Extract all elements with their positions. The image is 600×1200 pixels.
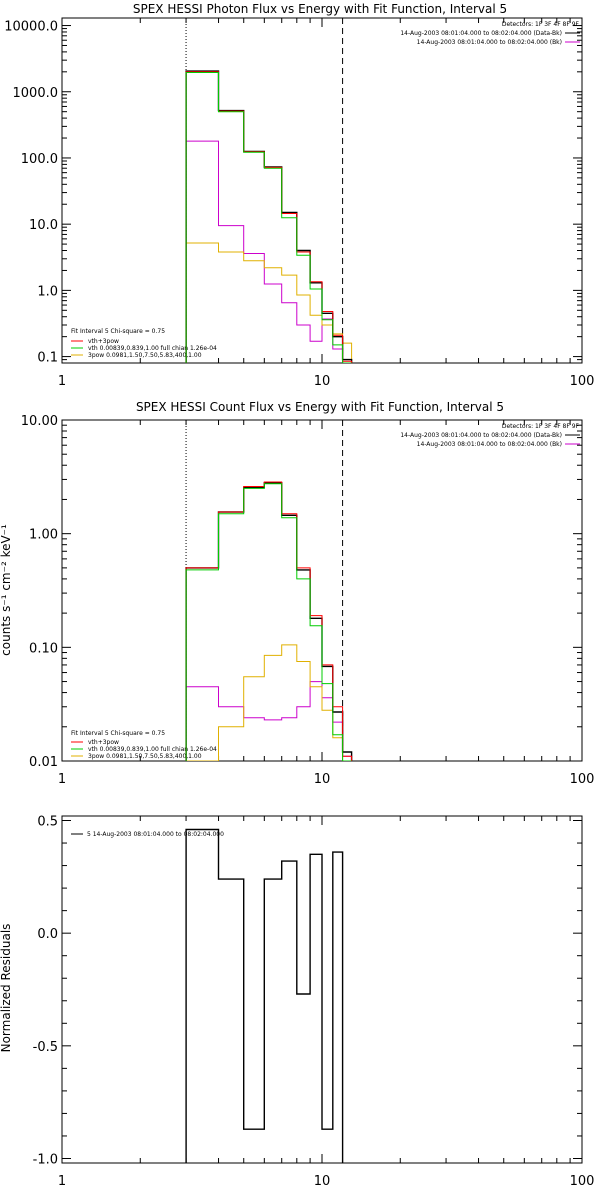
photon-flux-y-tick-label: 10000.0 — [4, 20, 58, 35]
photon-flux-x-tick-label: 100 — [570, 374, 595, 389]
count-flux-time-bk: 14-Aug-2003 08:01:04.000 to 08:02:04.000… — [417, 441, 562, 448]
residuals-legend-label: 5 14-Aug-2003 08:01:04.000 to 08:02:04.0… — [87, 831, 224, 838]
count-flux-legend-header: Fit Interval 5 Chi-square = 0.75 — [71, 730, 165, 737]
count-flux-x-tick-label: 10 — [314, 772, 331, 787]
count-flux-series-background-spectrum — [185, 681, 353, 761]
photon-flux-time-data: 14-Aug-2003 08:01:04.000 to 08:02:04.000… — [400, 30, 562, 37]
photon-flux-time-bk: 14-Aug-2003 08:01:04.000 to 08:02:04.000… — [417, 39, 562, 46]
residuals-y-tick-label: 0.0 — [37, 927, 58, 942]
count-flux-y-tick-label: 10.00 — [21, 414, 58, 429]
count-flux-series-thermal — [185, 483, 352, 761]
residuals-ylabel: Normalized Residuals — [0, 924, 13, 1053]
count-flux-ylabel: counts s⁻¹ cm⁻² keV⁻¹ — [0, 524, 13, 656]
photon-flux-detectors: Detectors: 1F 3F 4F 8F 9F — [502, 21, 580, 28]
count-flux-time-data: 14-Aug-2003 08:01:04.000 to 08:02:04.000… — [400, 432, 562, 439]
count-flux-legend-thermal: vth 0.00839,0.839,1.00 full chian 1.26e-… — [88, 746, 217, 753]
residuals-y-tick-label: -0.5 — [33, 1040, 58, 1055]
photon-flux-panel: SPEX HESSI Photon Flux vs Energy with Fi… — [4, 2, 594, 389]
count-flux-legend-powerlaw: 3pow 0.0981,1.50,7.50,5.83,400,1.00 — [88, 753, 202, 760]
photon-flux-legend-thermal: vth 0.00839,0.839,1.00 full chian 1.26e-… — [88, 345, 217, 352]
residuals-x-tick-label: 1 — [58, 1174, 66, 1189]
count-flux-y-tick-label: 0.01 — [29, 755, 58, 770]
residuals-panel: Normalized Residuals 5 14-Aug-2003 08:01… — [0, 815, 594, 1189]
residuals-series-data — [185, 828, 344, 1163]
count-flux-panel: SPEX HESSI Count Flux vs Energy with Fit… — [0, 400, 594, 787]
photon-flux-series-power-law — [185, 242, 353, 363]
photon-flux-x-tick-label: 10 — [314, 374, 331, 389]
photon-flux-series-thermal — [185, 72, 352, 363]
photon-flux-y-tick-label: 0.1 — [37, 351, 58, 366]
residuals-x-tick-label: 10 — [314, 1174, 331, 1189]
residuals-y-tick-label: -1.0 — [33, 1152, 58, 1167]
residuals-y-tick-label: 0.5 — [37, 815, 58, 830]
count-flux-x-tick-label: 1 — [58, 772, 66, 787]
photon-flux-legend-powerlaw: 3pow 0.0981,1.50,7.50,5.83,400,1.00 — [88, 352, 202, 359]
photon-flux-x-tick-label: 1 — [58, 374, 66, 389]
photon-flux-y-tick-label: 1.0 — [37, 284, 58, 299]
photon-flux-legend-header: Fit Interval 5 Chi-square = 0.75 — [71, 328, 165, 335]
photon-flux-title: SPEX HESSI Photon Flux vs Energy with Fi… — [133, 2, 507, 16]
photon-flux-legend-fit: vth+3pow — [88, 338, 119, 345]
photon-flux-y-tick-label: 1000.0 — [13, 86, 59, 101]
count-flux-y-tick-label: 0.10 — [29, 641, 58, 656]
count-flux-x-tick-label: 100 — [570, 772, 595, 787]
count-flux-detectors: Detectors: 1F 3F 4F 8F 9F — [502, 423, 580, 430]
residuals-x-tick-label: 100 — [570, 1174, 595, 1189]
photon-flux-y-tick-label: 100.0 — [21, 152, 58, 167]
count-flux-y-tick-label: 1.00 — [29, 528, 58, 543]
count-flux-title: SPEX HESSI Count Flux vs Energy with Fit… — [136, 400, 504, 414]
photon-flux-y-tick-label: 10.0 — [29, 218, 58, 233]
count-flux-legend-fit: vth+3pow — [88, 739, 119, 746]
